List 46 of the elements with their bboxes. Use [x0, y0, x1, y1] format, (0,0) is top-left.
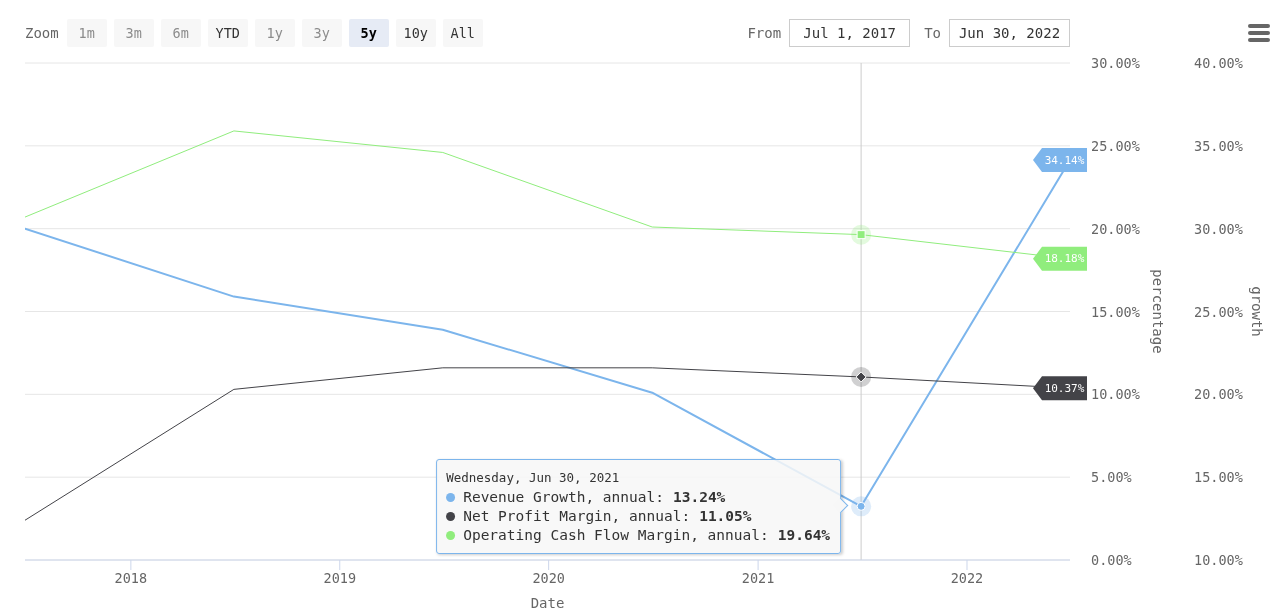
date-field: Jul 1, 2017	[789, 19, 911, 47]
y-tick-label: 0.00%	[1091, 552, 1132, 568]
y2-tick-label: 15.00%	[1194, 469, 1243, 486]
legend-label: Net Profit Margin, annual:	[463, 508, 691, 524]
range-button: YTD	[207, 19, 248, 47]
data-label: 18.18%	[1044, 252, 1085, 266]
legend-label: Operating Cash Flow Margin, annual:	[463, 527, 769, 543]
x-axis-title: Date	[530, 595, 565, 611]
x-tick-label: 2020	[532, 569, 565, 586]
x-tick-label: 2018	[114, 569, 148, 586]
y-tick-label: 30.00%	[1091, 55, 1140, 71]
y2-tick-label: 20.00%	[1194, 386, 1243, 403]
y-tick-label: 25.00%	[1091, 137, 1140, 154]
annotation: Wednesday, Jun 30, 2021	[446, 470, 620, 485]
y2-tick-label: 30.00%	[1194, 220, 1243, 237]
y2-tick-label: 25.00%	[1194, 303, 1243, 320]
data-label: 34.14%	[1044, 153, 1085, 167]
x-tick-label: 2022	[950, 569, 984, 586]
y-tick-label: 20.00%	[1091, 220, 1140, 237]
annotation: 11.05%	[699, 508, 752, 524]
text: From	[747, 25, 782, 41]
y-tick-label: 5.00%	[1091, 469, 1132, 486]
range-button: All	[442, 19, 483, 47]
text: Zoom	[25, 25, 59, 41]
x-tick-label: 2019	[323, 569, 357, 586]
y2-tick-label: 10.00%	[1194, 552, 1243, 568]
range-button: 5y	[348, 19, 389, 47]
annotation: 13.24%	[672, 489, 726, 505]
range-button: 1y	[254, 19, 295, 47]
legend-label: Revenue Growth, annual:	[463, 489, 664, 505]
range-button: 3m	[113, 19, 154, 47]
annotation: 19.64%	[777, 527, 831, 543]
range-button: 10y	[395, 19, 436, 47]
y-tick-label: 15.00%	[1091, 303, 1140, 320]
range-button: 1m	[66, 19, 107, 47]
range-button: 6m	[160, 19, 201, 47]
y2-tick-label: 40.00%	[1194, 55, 1243, 71]
x-tick-label: 2021	[741, 569, 775, 586]
y2-tick-label: 35.00%	[1194, 137, 1243, 154]
y2-axis-title: growth	[1249, 286, 1265, 337]
text: To	[924, 25, 941, 41]
date-field: Jun 30, 2022	[949, 19, 1070, 47]
range-button: 3y	[301, 19, 342, 47]
data-label: 10.37%	[1044, 381, 1085, 395]
y-axis-title: percentage	[1150, 269, 1166, 354]
y-tick-label: 10.00%	[1091, 386, 1140, 403]
